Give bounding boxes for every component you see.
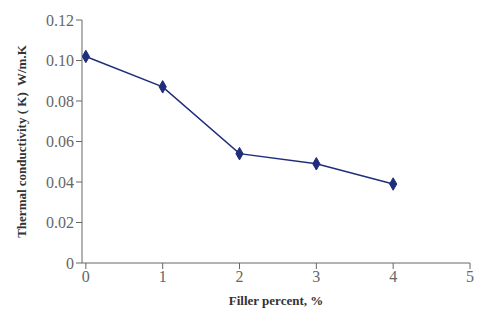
svg-text:0.04: 0.04 [46, 174, 74, 191]
svg-text:Filler percent, %: Filler percent, % [229, 293, 323, 308]
svg-text:0: 0 [66, 255, 74, 272]
svg-text:0.06: 0.06 [46, 133, 74, 150]
svg-text:0.08: 0.08 [46, 93, 74, 110]
svg-text:0.12: 0.12 [46, 12, 74, 29]
svg-text:0.10: 0.10 [46, 52, 74, 69]
svg-text:2: 2 [236, 268, 244, 285]
svg-text:Thermal conductivity ( K) W/m: Thermal conductivity ( K) W/m.K [14, 44, 29, 237]
svg-text:5: 5 [466, 268, 474, 285]
svg-text:4: 4 [389, 268, 397, 285]
svg-text:0.02: 0.02 [46, 214, 74, 231]
svg-text:3: 3 [312, 268, 320, 285]
svg-text:1: 1 [159, 268, 167, 285]
svg-text:0: 0 [82, 268, 90, 285]
